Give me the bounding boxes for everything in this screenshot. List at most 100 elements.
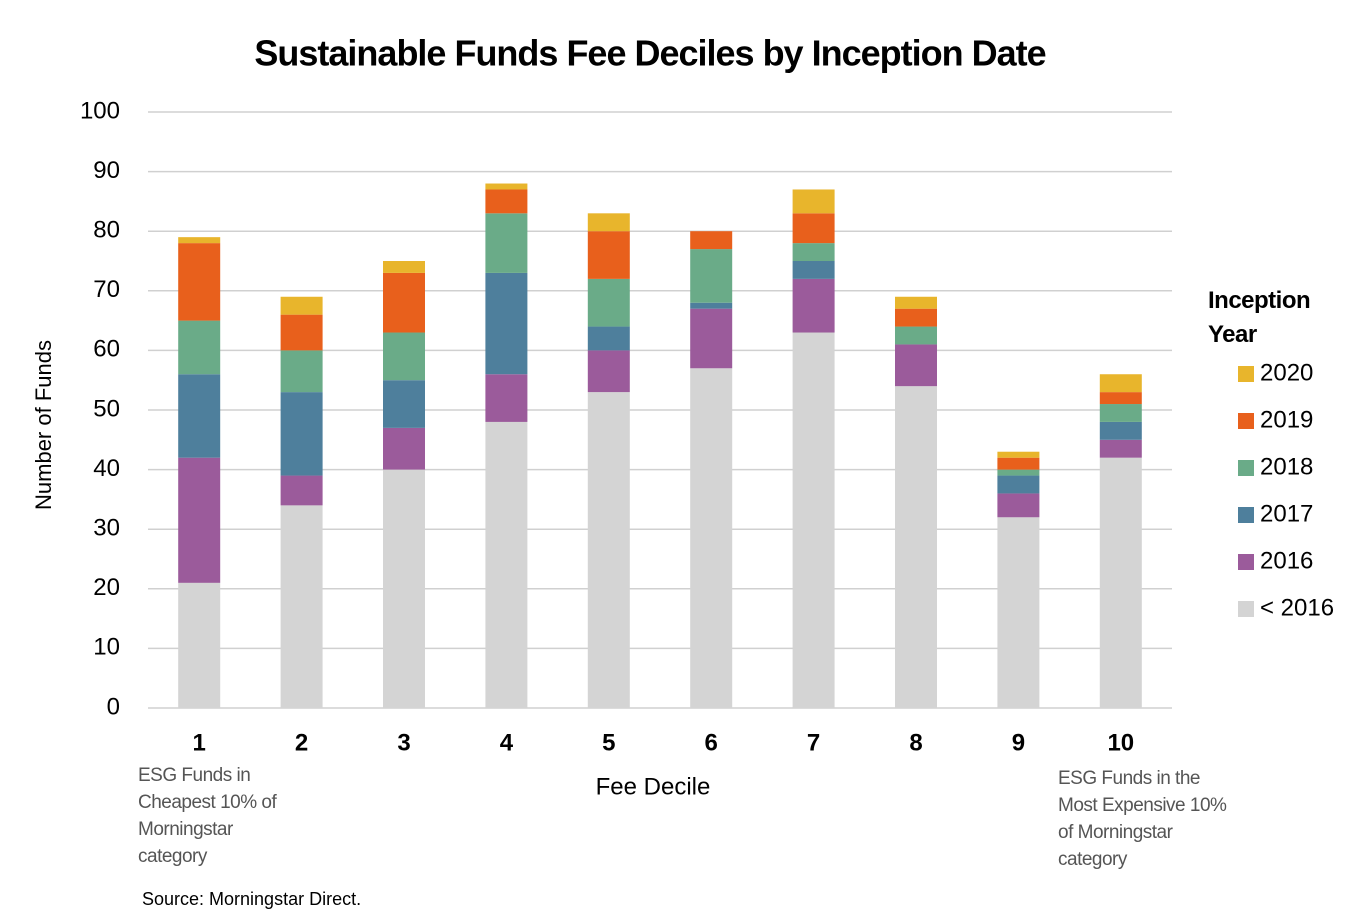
bar-segment <box>280 392 323 476</box>
bar-segment <box>383 380 425 428</box>
x-tick-label: 3 <box>397 729 410 756</box>
legend-swatch <box>1238 460 1254 476</box>
legend-label: 2020 <box>1260 359 1313 386</box>
bar-segment <box>895 386 937 708</box>
legend-swatch <box>1238 366 1254 382</box>
x-tick-label: 10 <box>1107 729 1134 756</box>
bar-segment <box>1099 439 1142 458</box>
x-tick-label: 5 <box>602 729 615 756</box>
bar-segment <box>383 261 425 273</box>
bar-segment <box>587 392 630 708</box>
bar-segment <box>383 332 425 381</box>
bar-segment <box>895 296 937 309</box>
bar-segment <box>280 505 323 708</box>
annotation: ESG Funds in Cheapest 10% of Morningstar… <box>138 765 277 867</box>
y-tick-label: 50 <box>93 395 120 422</box>
legend-label: < 2016 <box>1260 594 1334 621</box>
bar-segment <box>178 457 221 583</box>
bar-segment <box>280 296 323 315</box>
bar-segment <box>690 302 733 309</box>
bar-segment <box>383 469 425 708</box>
bar-segment <box>997 469 1040 476</box>
legend-swatch <box>1238 554 1254 570</box>
bar-segment <box>485 272 528 375</box>
bar-segment <box>587 350 630 393</box>
bar-segment <box>178 243 221 321</box>
y-tick-label: 90 <box>93 157 120 184</box>
bar-segment <box>997 493 1040 518</box>
bar-segment <box>690 368 733 708</box>
x-tick-label: 9 <box>1012 729 1025 756</box>
bar-segment <box>1099 421 1142 440</box>
bar-segment <box>792 213 835 244</box>
bar-segment <box>178 237 221 244</box>
bar-segment <box>587 278 630 327</box>
x-tick-label: 6 <box>705 729 718 756</box>
legend-title: Inception Year <box>1208 287 1311 348</box>
bar-segment <box>997 457 1040 470</box>
bar-segment <box>1099 374 1142 393</box>
bar-segment <box>792 189 835 214</box>
bar-segment <box>383 427 425 470</box>
bar-segment <box>895 326 937 345</box>
x-tick-label: 4 <box>500 729 514 756</box>
bar-segment <box>485 183 528 190</box>
bar-segment <box>587 326 630 351</box>
source: Source: Morningstar Direct. <box>142 889 361 909</box>
bar-segment <box>792 243 835 261</box>
bar-segment <box>383 272 425 333</box>
chart-title: Sustainable Funds Fee Deciles by Incepti… <box>254 33 1045 74</box>
legend-label: 2016 <box>1260 547 1313 574</box>
bar-segment <box>485 213 528 273</box>
bar-segment <box>792 261 835 279</box>
bar-segment <box>895 344 937 387</box>
legend-swatch <box>1238 413 1254 429</box>
x-tick-label: 2 <box>295 729 308 756</box>
bar-segment <box>792 278 835 333</box>
y-tick-label: 80 <box>93 217 120 244</box>
bar-segment <box>690 231 733 250</box>
legend-label: 2018 <box>1260 453 1313 480</box>
y-tick-label: 20 <box>93 574 120 601</box>
legend-label: 2019 <box>1260 406 1313 433</box>
bar-segment <box>587 231 630 279</box>
bar-segment <box>485 374 528 422</box>
y-tick-label: 100 <box>80 97 120 124</box>
bar-segment <box>997 475 1040 494</box>
legend-swatch <box>1238 601 1254 617</box>
x-tick-label: 8 <box>909 729 922 756</box>
annotation: ESG Funds in the Most Expensive 10% of M… <box>1058 768 1227 870</box>
bar-segment <box>280 350 323 393</box>
y-tick-label: 60 <box>93 336 120 363</box>
y-axis-label: Number of Funds <box>31 340 56 510</box>
bar-segment <box>178 374 221 458</box>
bar-segment <box>1099 457 1142 708</box>
bar-segment <box>690 249 733 303</box>
bar-segment <box>1099 392 1142 405</box>
bar-segment <box>178 320 221 375</box>
bar-segment <box>280 314 323 351</box>
y-tick-label: 70 <box>93 276 120 303</box>
bar-segment <box>485 189 528 214</box>
bar-segment <box>997 517 1040 708</box>
bar-segment <box>690 308 733 369</box>
bar-segment <box>587 213 630 232</box>
bar-segment <box>178 582 221 708</box>
x-axis-label: Fee Decile <box>596 773 711 800</box>
bar-segment <box>895 308 937 327</box>
bar-segment <box>792 332 835 708</box>
x-tick-label: 1 <box>193 729 206 756</box>
legend-label: 2017 <box>1260 500 1313 527</box>
legend-swatch <box>1238 507 1254 523</box>
y-tick-label: 40 <box>93 455 120 482</box>
bar-segment <box>280 475 323 506</box>
bar-segment <box>485 421 528 708</box>
y-tick-label: 10 <box>93 634 120 661</box>
x-tick-label: 7 <box>807 729 820 756</box>
y-tick-label: 0 <box>107 693 120 720</box>
bar-segment <box>1099 404 1142 422</box>
bar-segment <box>997 451 1040 458</box>
y-tick-label: 30 <box>93 515 120 542</box>
